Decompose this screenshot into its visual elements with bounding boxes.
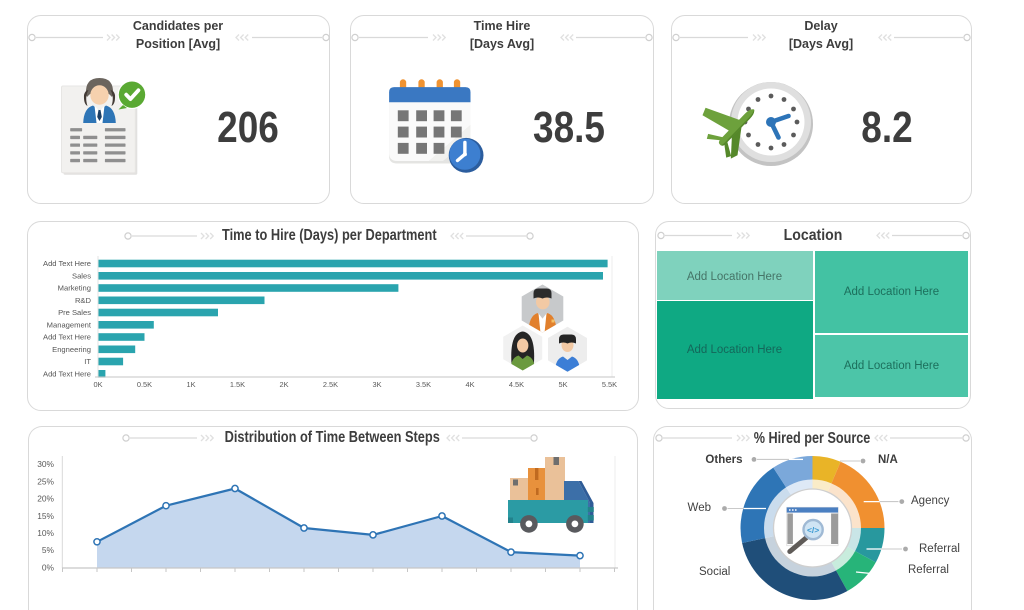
svg-text:25%: 25% <box>37 476 54 486</box>
svg-text:Add Text Here: Add Text Here <box>43 369 91 378</box>
svg-text:Management: Management <box>47 320 92 329</box>
svg-text:Add Text Here: Add Text Here <box>43 333 91 342</box>
svg-text:4K: 4K <box>465 380 474 389</box>
svg-text:Sales: Sales <box>72 271 91 280</box>
svg-text:Engneering: Engneering <box>52 345 91 354</box>
svg-text:0.5K: 0.5K <box>137 380 152 389</box>
svg-text:5.5K: 5.5K <box>602 380 617 389</box>
svg-text:Marketing: Marketing <box>58 284 91 293</box>
svg-text:2K: 2K <box>279 380 288 389</box>
svg-text:Add Text Here: Add Text Here <box>43 259 91 268</box>
svg-text:2.5K: 2.5K <box>323 380 338 389</box>
svg-text:4.5K: 4.5K <box>509 380 524 389</box>
svg-text:3.5K: 3.5K <box>416 380 431 389</box>
svg-text:IT: IT <box>84 357 91 366</box>
svg-text:R&D: R&D <box>75 296 92 305</box>
svg-text:30%: 30% <box>37 459 54 469</box>
svg-text:15%: 15% <box>37 511 54 521</box>
svg-text:5%: 5% <box>42 545 55 555</box>
svg-text:3K: 3K <box>372 380 381 389</box>
svg-text:0K: 0K <box>93 380 102 389</box>
svg-text:1K: 1K <box>186 380 195 389</box>
svg-text:5K: 5K <box>558 380 567 389</box>
svg-text:</>: </> <box>807 525 819 535</box>
svg-text:1.5K: 1.5K <box>230 380 245 389</box>
svg-text:10%: 10% <box>37 528 54 538</box>
svg-text:Pre Sales: Pre Sales <box>58 308 91 317</box>
svg-text:0%: 0% <box>42 562 55 572</box>
svg-text:20%: 20% <box>37 494 54 504</box>
